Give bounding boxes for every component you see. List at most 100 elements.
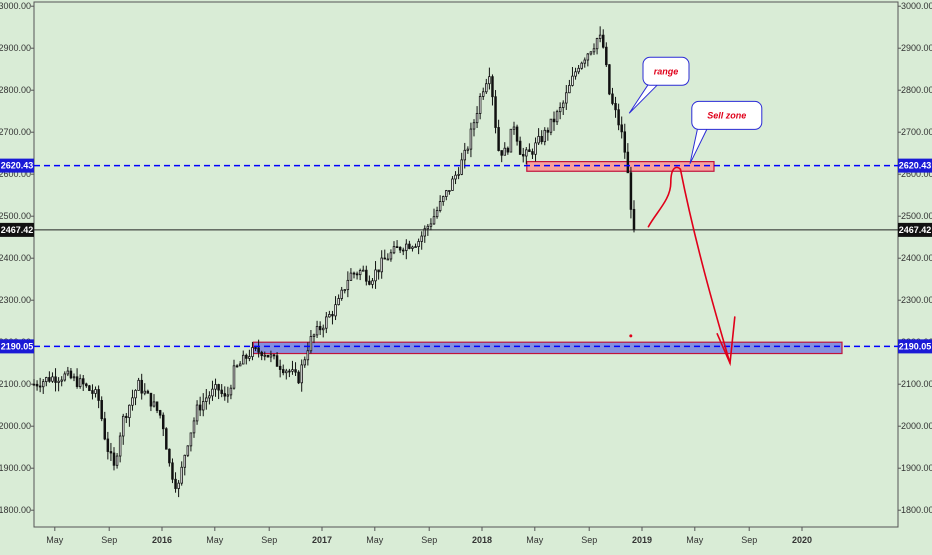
candle-body bbox=[534, 142, 537, 155]
callout-sell-zone[interactable]: Sell zone bbox=[689, 100, 763, 164]
candle bbox=[331, 310, 334, 325]
x-tick-label: 2017 bbox=[312, 535, 332, 545]
candle-body bbox=[485, 83, 488, 93]
candle-body bbox=[371, 280, 374, 285]
y-tick-label-right: 2300.00 bbox=[901, 295, 932, 305]
candle bbox=[263, 351, 267, 361]
candle-body bbox=[491, 76, 494, 98]
candle bbox=[186, 445, 190, 458]
candle-body bbox=[72, 376, 76, 379]
candle-body bbox=[214, 384, 217, 390]
candle bbox=[54, 368, 57, 392]
candle bbox=[377, 269, 380, 280]
candle bbox=[235, 364, 239, 368]
y-tick-label-right: 2700.00 bbox=[901, 127, 932, 137]
y-tick-label-left: 2800.00 bbox=[0, 85, 31, 95]
callout-pointer bbox=[689, 127, 709, 164]
candle bbox=[521, 147, 525, 163]
candle bbox=[328, 310, 331, 318]
candle-body bbox=[281, 369, 285, 374]
candle-body bbox=[183, 454, 187, 468]
candle-body bbox=[318, 326, 322, 331]
candle-body bbox=[451, 178, 454, 191]
candle bbox=[72, 373, 76, 382]
candle-body bbox=[146, 390, 150, 394]
candle-body bbox=[106, 438, 110, 452]
candle bbox=[272, 353, 276, 360]
candle bbox=[291, 360, 294, 375]
price-tag-right bbox=[898, 339, 932, 354]
candle-body bbox=[509, 128, 513, 153]
candle-body bbox=[405, 243, 408, 251]
candle-body bbox=[75, 376, 79, 387]
candle bbox=[174, 472, 177, 493]
candle bbox=[177, 480, 180, 498]
candle bbox=[60, 376, 63, 387]
candle bbox=[171, 458, 174, 484]
candle-body bbox=[131, 397, 134, 406]
candle bbox=[152, 394, 156, 408]
x-tick-label: 2016 bbox=[152, 535, 172, 545]
price-tag-left bbox=[0, 222, 34, 237]
candle bbox=[285, 368, 288, 380]
candle-body bbox=[608, 64, 611, 95]
candle bbox=[35, 380, 39, 391]
candle bbox=[441, 195, 445, 206]
candle bbox=[125, 412, 128, 424]
callout-pointer bbox=[628, 82, 660, 114]
candle-body bbox=[438, 201, 442, 211]
candle bbox=[463, 142, 467, 169]
candle bbox=[469, 122, 473, 158]
candle-body bbox=[288, 370, 291, 373]
price-tag-right-label: 2620.43 bbox=[899, 161, 932, 171]
candle bbox=[617, 103, 620, 131]
candle bbox=[423, 225, 427, 243]
candle-body bbox=[186, 445, 190, 456]
candle-body bbox=[291, 369, 294, 372]
candle bbox=[620, 116, 623, 139]
candle bbox=[223, 386, 227, 401]
candle-body bbox=[45, 377, 48, 383]
support-zone[interactable] bbox=[252, 341, 843, 355]
y-tick-label-right: 2800.00 bbox=[901, 85, 932, 95]
sell-zone[interactable] bbox=[526, 161, 715, 172]
candle-body bbox=[192, 420, 196, 434]
candle bbox=[472, 119, 476, 137]
candle bbox=[386, 253, 390, 261]
candle-body bbox=[592, 48, 596, 53]
candle bbox=[32, 379, 36, 386]
candle bbox=[383, 249, 387, 260]
candle-body bbox=[445, 190, 448, 197]
candle bbox=[121, 413, 125, 445]
price-tag-left-label: 2467.42 bbox=[1, 225, 34, 235]
candle-body bbox=[189, 432, 193, 447]
callout-box bbox=[691, 100, 763, 130]
candle-body bbox=[349, 272, 353, 281]
y-tick-label-left: 2600.00 bbox=[0, 169, 31, 179]
candle bbox=[315, 320, 319, 338]
callout-range[interactable]: range bbox=[628, 56, 690, 114]
callout-text: Sell zone bbox=[707, 110, 746, 120]
y-tick-label-right: 2900.00 bbox=[901, 43, 932, 53]
candle bbox=[518, 136, 522, 155]
candle bbox=[85, 382, 88, 388]
candle bbox=[561, 100, 565, 115]
candle bbox=[183, 454, 187, 476]
candle-body bbox=[583, 59, 587, 64]
candle-body bbox=[595, 38, 599, 50]
candle-body bbox=[328, 314, 331, 318]
candle bbox=[78, 374, 82, 389]
candle bbox=[195, 400, 199, 425]
candle bbox=[257, 339, 260, 358]
y-tick-label-right: 2000.00 bbox=[901, 421, 932, 431]
price-tag-left bbox=[0, 158, 34, 173]
candle bbox=[226, 386, 230, 403]
candle bbox=[605, 42, 608, 67]
candle bbox=[300, 359, 303, 392]
candle-body bbox=[472, 122, 476, 130]
candle-body bbox=[626, 151, 630, 174]
candle-body bbox=[580, 62, 583, 69]
candle bbox=[115, 453, 119, 469]
y-tick-label-left: 2100.00 bbox=[0, 379, 31, 389]
